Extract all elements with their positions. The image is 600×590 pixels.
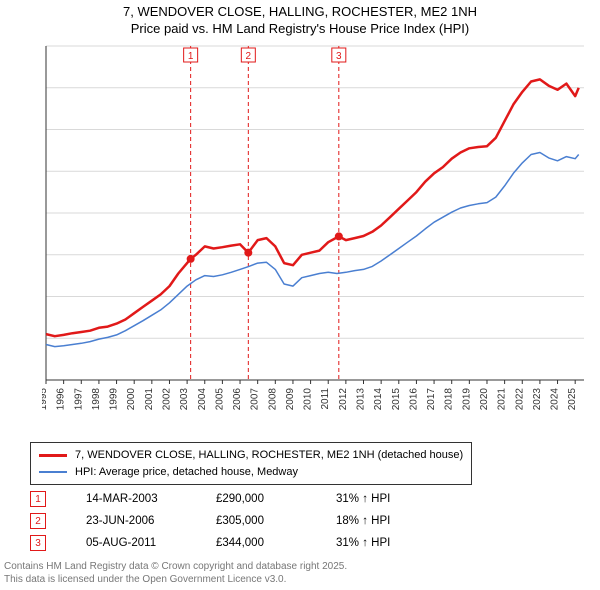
svg-text:2008: 2008 <box>267 388 278 411</box>
svg-text:3: 3 <box>336 51 342 62</box>
svg-text:2012: 2012 <box>338 388 349 411</box>
svg-text:1999: 1999 <box>109 388 120 411</box>
svg-text:1998: 1998 <box>91 388 102 411</box>
svg-text:2004: 2004 <box>197 388 208 411</box>
svg-text:1995: 1995 <box>42 388 49 411</box>
event-price: £305,000 <box>216 515 296 527</box>
legend-swatch <box>39 454 67 457</box>
svg-text:2023: 2023 <box>532 388 543 411</box>
svg-text:2006: 2006 <box>232 388 243 411</box>
event-delta: 31% ↑ HPI <box>336 537 390 549</box>
event-marker-box: 2 <box>30 513 46 529</box>
legend-label: 7, WENDOVER CLOSE, HALLING, ROCHESTER, M… <box>75 447 463 464</box>
table-row: 2 23-JUN-2006 £305,000 18% ↑ HPI <box>30 510 390 532</box>
svg-text:2021: 2021 <box>497 388 508 411</box>
svg-text:2005: 2005 <box>214 388 225 411</box>
svg-text:2002: 2002 <box>161 388 172 411</box>
svg-text:2001: 2001 <box>144 388 155 411</box>
event-delta: 18% ↑ HPI <box>336 515 390 527</box>
legend: 7, WENDOVER CLOSE, HALLING, ROCHESTER, M… <box>30 442 472 485</box>
svg-text:2: 2 <box>246 51 252 62</box>
svg-text:2019: 2019 <box>461 388 472 411</box>
svg-text:1: 1 <box>188 51 194 62</box>
svg-text:2017: 2017 <box>426 388 437 411</box>
svg-text:2016: 2016 <box>408 388 419 411</box>
legend-item: HPI: Average price, detached house, Medw… <box>39 464 463 481</box>
svg-text:2011: 2011 <box>320 388 331 410</box>
event-marker-box: 3 <box>30 535 46 551</box>
legend-label: HPI: Average price, detached house, Medw… <box>75 464 298 481</box>
svg-text:2007: 2007 <box>250 388 261 411</box>
svg-text:2009: 2009 <box>285 388 296 411</box>
event-delta: 31% ↑ HPI <box>336 493 390 505</box>
footer-line1: Contains HM Land Registry data © Crown c… <box>4 561 347 574</box>
line-chart: £0£100K£200K£300K£400K£500K£600K£700K£80… <box>42 42 588 380</box>
chart-title-block: 7, WENDOVER CLOSE, HALLING, ROCHESTER, M… <box>0 0 600 38</box>
event-date: 14-MAR-2003 <box>86 493 176 505</box>
svg-text:2003: 2003 <box>179 388 190 411</box>
svg-text:2018: 2018 <box>444 388 455 411</box>
svg-text:2020: 2020 <box>479 388 490 411</box>
svg-text:2025: 2025 <box>567 388 578 411</box>
svg-text:1997: 1997 <box>73 388 84 411</box>
event-marker-box: 1 <box>30 491 46 507</box>
sales-events-table: 1 14-MAR-2003 £290,000 31% ↑ HPI 2 23-JU… <box>30 488 390 554</box>
legend-swatch <box>39 471 67 473</box>
footer-attribution: Contains HM Land Registry data © Crown c… <box>4 561 347 586</box>
svg-text:2000: 2000 <box>126 388 137 411</box>
table-row: 3 05-AUG-2011 £344,000 31% ↑ HPI <box>30 532 390 554</box>
footer-line2: This data is licensed under the Open Gov… <box>4 574 347 587</box>
svg-text:2022: 2022 <box>514 388 525 411</box>
svg-text:2015: 2015 <box>391 388 402 411</box>
svg-text:2014: 2014 <box>373 388 384 411</box>
svg-text:2010: 2010 <box>303 388 314 411</box>
svg-text:2013: 2013 <box>356 388 367 411</box>
legend-item: 7, WENDOVER CLOSE, HALLING, ROCHESTER, M… <box>39 447 463 464</box>
svg-text:2024: 2024 <box>550 388 561 411</box>
title-line2: Price paid vs. HM Land Registry's House … <box>0 21 600 38</box>
table-row: 1 14-MAR-2003 £290,000 31% ↑ HPI <box>30 488 390 510</box>
event-date: 05-AUG-2011 <box>86 537 176 549</box>
event-price: £290,000 <box>216 493 296 505</box>
svg-text:1996: 1996 <box>56 388 67 411</box>
title-line1: 7, WENDOVER CLOSE, HALLING, ROCHESTER, M… <box>0 4 600 21</box>
event-price: £344,000 <box>216 537 296 549</box>
event-date: 23-JUN-2006 <box>86 515 176 527</box>
